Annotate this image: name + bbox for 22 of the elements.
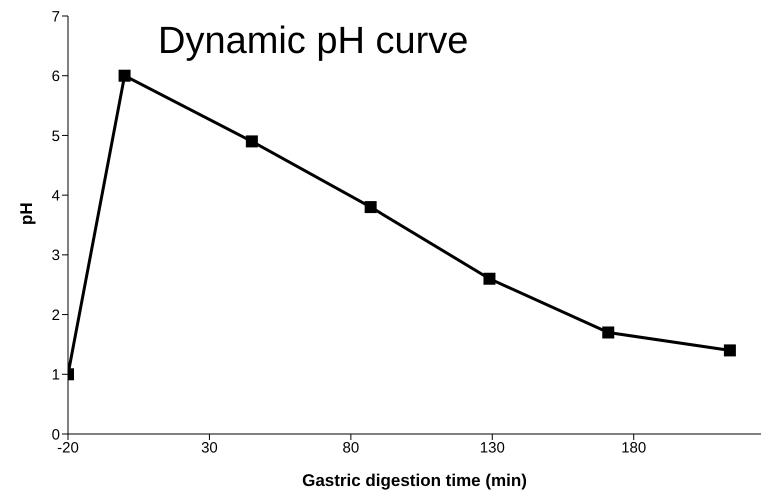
point bbox=[602, 326, 614, 338]
point bbox=[364, 201, 377, 214]
x-tick-label: 130 bbox=[480, 440, 505, 457]
point bbox=[483, 272, 496, 285]
y-tick-label: 1 bbox=[52, 366, 60, 384]
x-axis-title: Gastric digestion time (min) bbox=[302, 471, 527, 490]
y-tick-label: 0 bbox=[52, 426, 60, 444]
point bbox=[246, 135, 258, 148]
x-tick-label: -20 bbox=[57, 440, 79, 457]
y-tick-label: 3 bbox=[52, 247, 60, 264]
point bbox=[724, 344, 736, 356]
y-tick-label: 5 bbox=[52, 128, 60, 145]
y-tick-label: 2 bbox=[52, 306, 60, 324]
x-tick-label: 30 bbox=[201, 440, 218, 457]
y-tick-label: 7 bbox=[52, 8, 60, 26]
chart-title: Dynamic pH curve bbox=[158, 20, 468, 63]
y-tick-label: 4 bbox=[52, 187, 60, 204]
y-tick-label: 6 bbox=[52, 68, 60, 86]
x-tick-label: 180 bbox=[621, 440, 646, 457]
x-tick-label: 80 bbox=[342, 440, 360, 457]
y-axis-title: pH bbox=[17, 202, 36, 225]
point bbox=[118, 70, 131, 82]
